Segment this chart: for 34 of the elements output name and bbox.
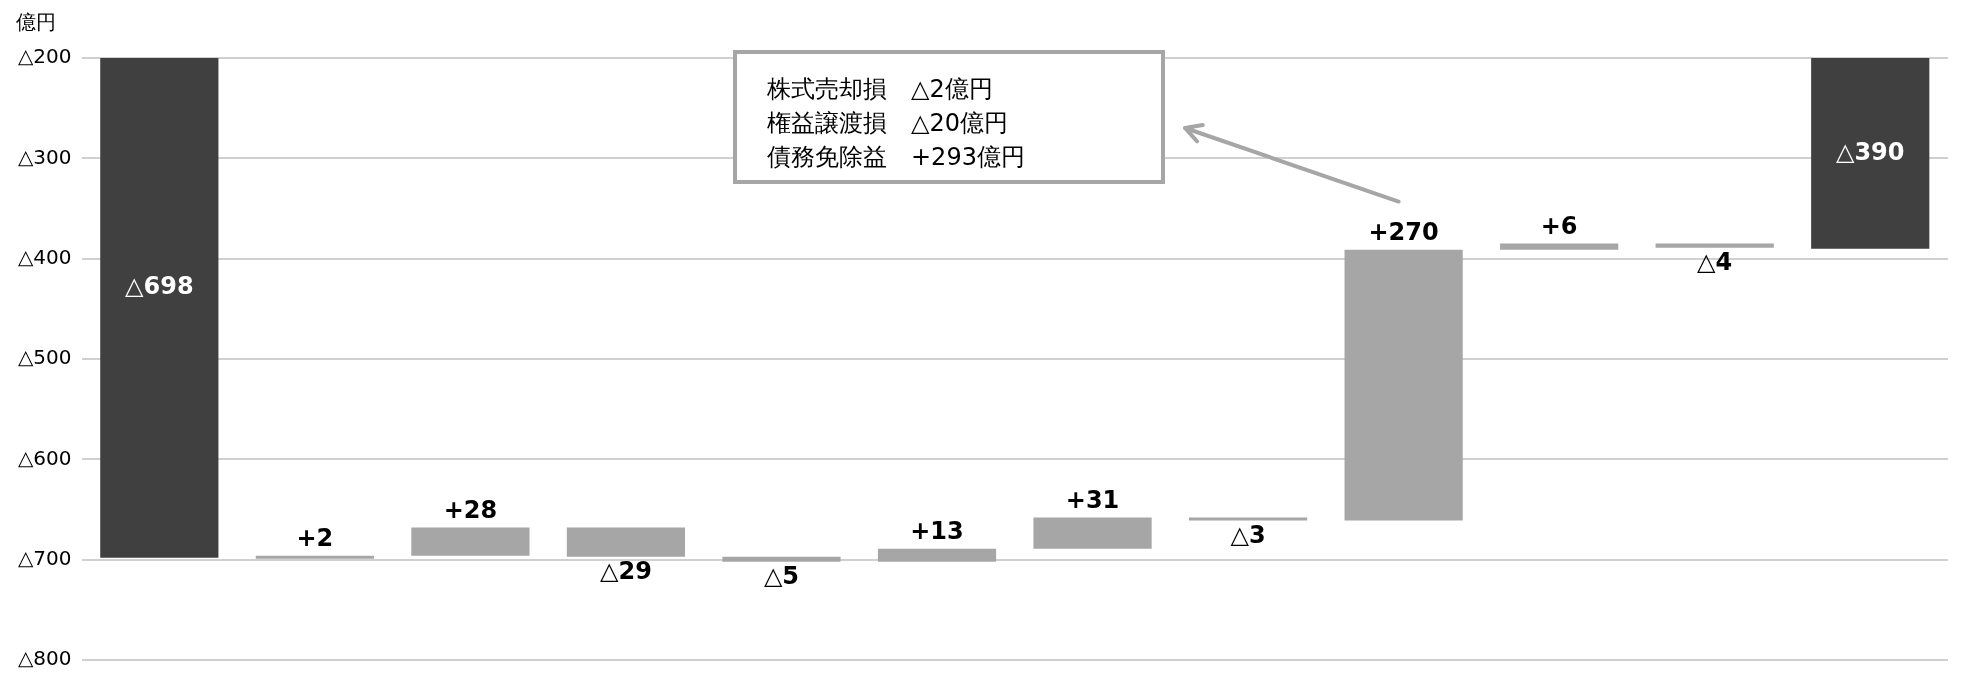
y-tick-label: △300	[17, 144, 72, 169]
bar	[255, 555, 374, 559]
y-tick-label: △500	[17, 345, 72, 370]
data-label: △4	[1697, 247, 1733, 276]
y-tick-label: △400	[17, 244, 72, 269]
note-box: 株式売却損 △2億円 権益譲渡損 △20億円 債務免除益 +293億円	[733, 50, 1165, 184]
data-label: △5	[763, 561, 800, 590]
data-label: +13	[910, 516, 964, 545]
data-label: +2	[296, 523, 334, 552]
bar	[411, 527, 530, 556]
bar	[1655, 243, 1774, 248]
annotation: 債務免除益 +293億円	[767, 142, 1026, 173]
bar	[877, 548, 997, 562]
annotation: 権益譲渡損 △20億円	[767, 108, 1009, 139]
data-label: △698	[125, 272, 194, 301]
y-tick-label: △700	[17, 545, 72, 570]
bar	[1344, 249, 1463, 521]
data-label: △3	[1230, 520, 1266, 549]
annotation: 株式売却損 △2億円	[767, 74, 994, 105]
bar	[1188, 517, 1308, 521]
data-label: +6	[1540, 211, 1578, 240]
y-axis-title: 億円	[16, 10, 56, 35]
bar	[722, 556, 841, 562]
bar	[566, 527, 686, 557]
data-label: +28	[443, 495, 498, 524]
y-tick-label: △600	[17, 445, 72, 470]
bar	[1033, 517, 1152, 549]
data-label: △29	[600, 556, 652, 585]
data-label: +31	[1065, 485, 1120, 514]
y-tick-label: △800	[17, 646, 72, 671]
data-label: △390	[1835, 137, 1905, 166]
y-tick-label: △200	[17, 44, 72, 69]
data-label: +270	[1368, 217, 1439, 246]
bar	[1500, 243, 1619, 250]
